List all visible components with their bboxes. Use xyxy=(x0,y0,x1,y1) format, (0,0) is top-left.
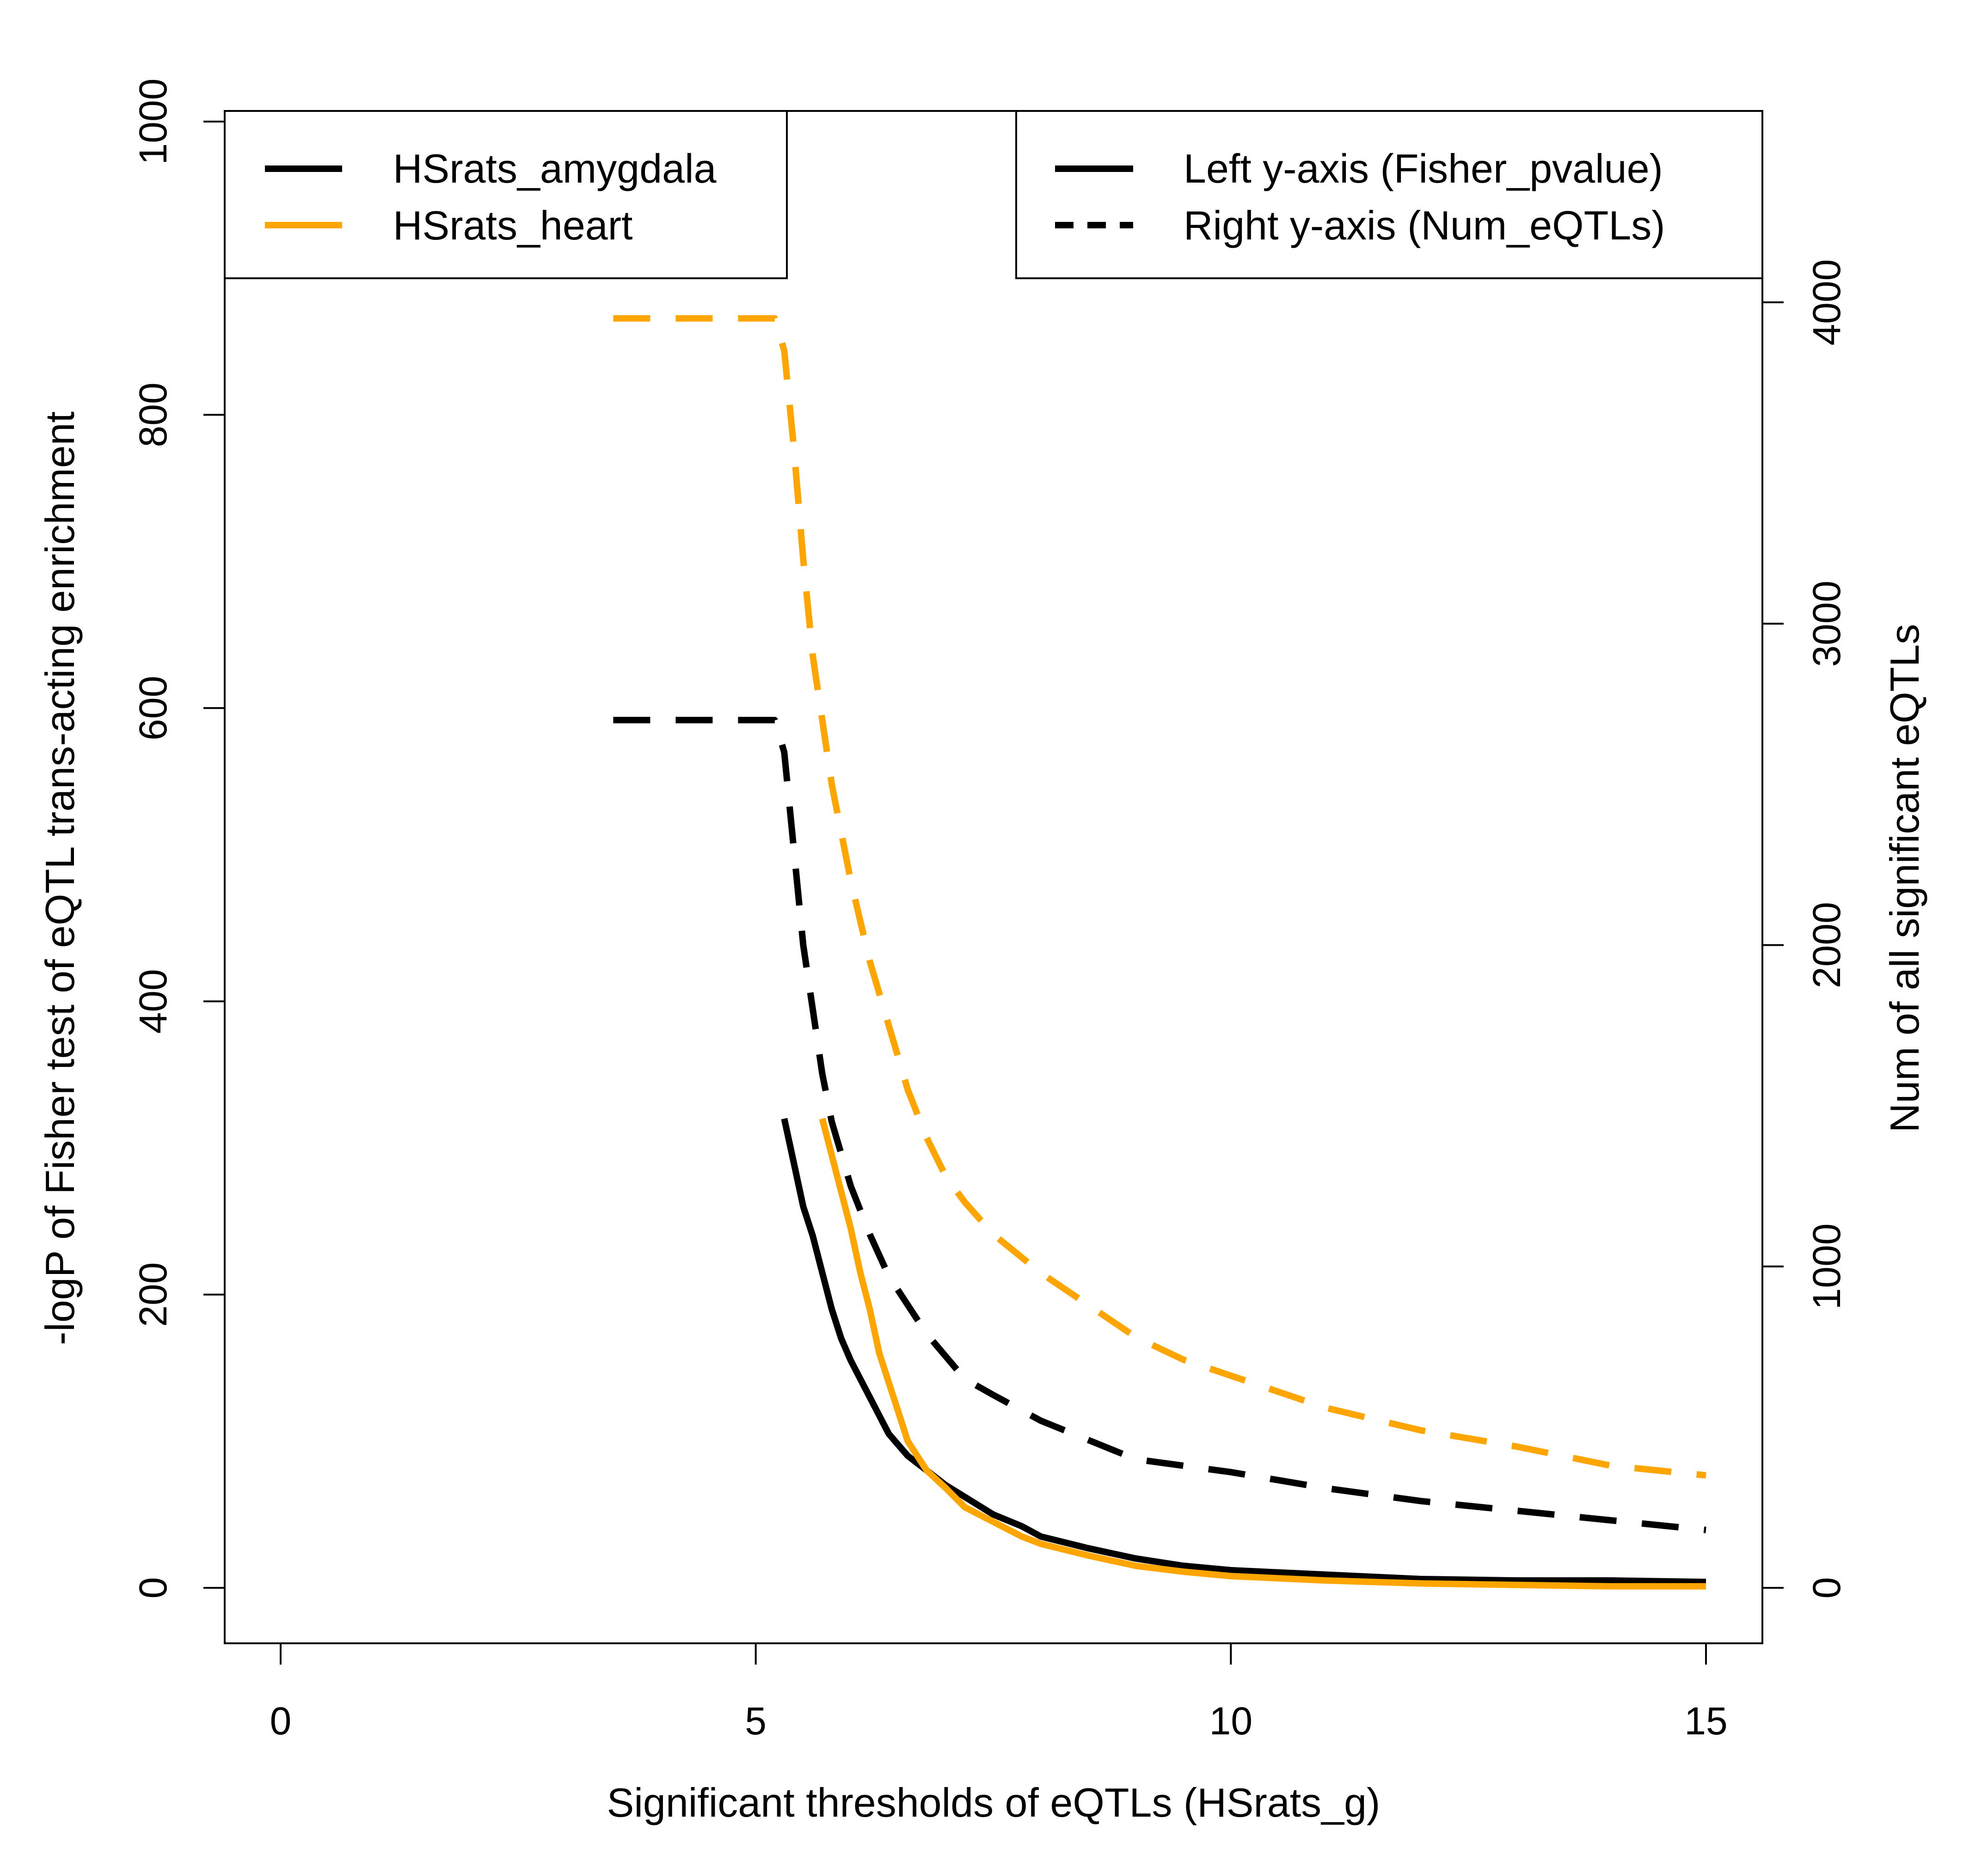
legend-label-heart: HSrats_heart xyxy=(393,202,632,248)
plot-lines xyxy=(613,315,1706,1590)
series-line-hsrats-heart-right xyxy=(613,315,1706,1479)
legend-axes: Left y-axis (Fisher_pvalue) Right y-axis… xyxy=(1015,110,1763,279)
series-line-hsrats-heart-left xyxy=(819,1118,1706,1590)
y-left-tick-label: 0 xyxy=(131,1577,175,1599)
y-axis-left-title: -logP of Fisher test of eQTL trans-actin… xyxy=(37,411,83,1345)
y-left-tick-label: 200 xyxy=(131,1262,175,1327)
y-right-tick-label: 4000 xyxy=(1805,259,1848,346)
y-right-tick-label: 0 xyxy=(1805,1577,1848,1599)
legend-axes-box xyxy=(1015,110,1763,279)
y-left-tick-label: 1000 xyxy=(131,79,175,165)
y-axis-left: 0 200 400 600 800 1000 xyxy=(131,79,226,1599)
y-right-tick-label: 3000 xyxy=(1805,581,1848,667)
legend-samples-box xyxy=(224,110,788,279)
y-axis-right-title: Num of all significant eQTLs xyxy=(1882,624,1927,1133)
y-left-tick-label: 600 xyxy=(131,676,175,741)
y-axis-right: 0 1000 2000 3000 4000 xyxy=(1761,259,1848,1599)
x-tick-label: 10 xyxy=(1209,1699,1252,1743)
x-axis: 0 5 10 15 xyxy=(270,1642,1728,1743)
y-right-tick-label: 2000 xyxy=(1805,902,1848,988)
x-axis-title: Significant thresholds of eQTLs (HSrats_… xyxy=(607,1780,1381,1825)
legend-label-right-axis: Right y-axis (Num_eQTLs) xyxy=(1184,202,1665,248)
series-line-hsrats-amygdala-right xyxy=(613,716,1706,1533)
series-line-hsrats-amygdala-left xyxy=(781,1118,1706,1586)
y-left-tick-label: 800 xyxy=(131,382,175,447)
y-left-tick-label: 400 xyxy=(131,969,175,1034)
legend-samples: HSrats_amygdala HSrats_heart xyxy=(224,110,788,279)
legend-label-left-axis: Left y-axis (Fisher_pvalue) xyxy=(1184,146,1663,191)
y-right-tick-label: 1000 xyxy=(1805,1223,1848,1310)
legend-label-amygdala: HSrats_amygdala xyxy=(393,146,717,191)
x-tick-label: 0 xyxy=(270,1699,292,1743)
x-tick-label: 15 xyxy=(1684,1699,1727,1743)
x-tick-label: 5 xyxy=(745,1699,767,1743)
